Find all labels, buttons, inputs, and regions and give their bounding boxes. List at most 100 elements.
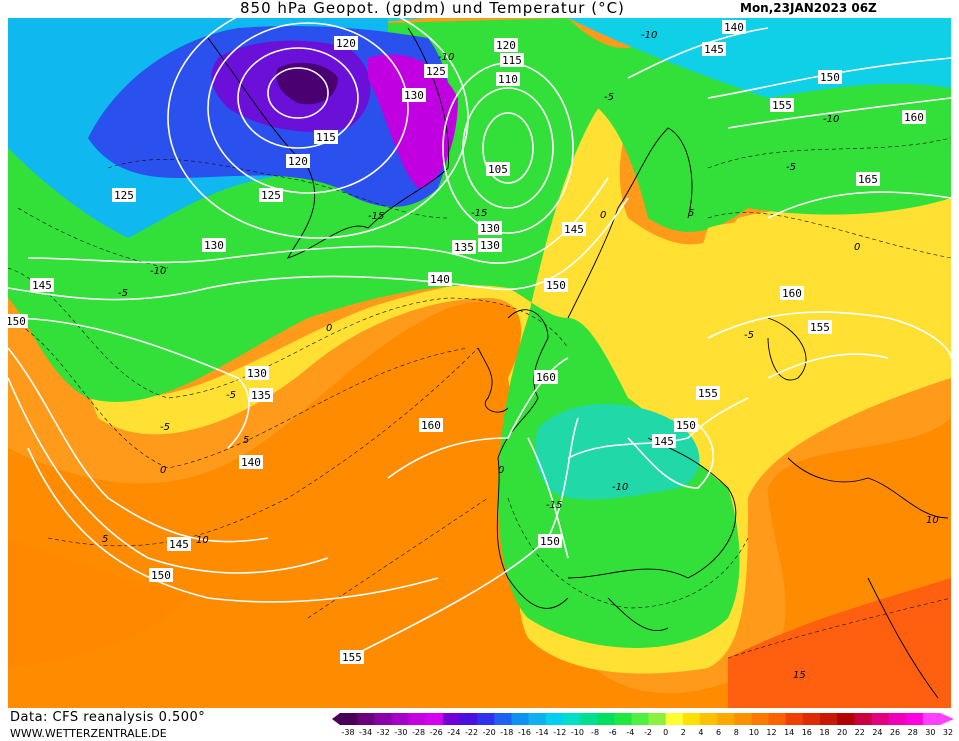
scale-tick-label: -38: [341, 728, 355, 737]
svg-text:130: 130: [204, 239, 224, 252]
svg-text:150: 150: [820, 71, 840, 84]
temp-label: -5: [744, 330, 754, 341]
scale-tick-label: -8: [591, 728, 600, 737]
svg-text:155: 155: [772, 99, 792, 112]
footer: Data: CFS reanalysis 0.500° WWW.WETTERZE…: [0, 708, 959, 741]
temp-label: -5: [118, 288, 128, 299]
geo-label: 120: [334, 36, 358, 50]
scale-tick-label: 2: [680, 728, 686, 737]
scale-swatch: [717, 713, 735, 725]
svg-text:160: 160: [421, 419, 441, 432]
map-canvas: 120 125 130 115 120 125 130 135 140 145 …: [8, 18, 951, 708]
scale-swatch: [511, 713, 530, 725]
geo-label: 125: [259, 188, 283, 202]
temp-label: -5: [786, 162, 796, 173]
weather-map: 120 125 130 115 120 125 130 135 140 145 …: [8, 18, 951, 708]
temp-label: 15: [793, 670, 806, 681]
scale-tick-label: 8: [733, 728, 739, 737]
geo-label: 155: [696, 386, 720, 400]
scale-tick-label: -26: [429, 728, 443, 737]
svg-text:140: 140: [430, 273, 450, 286]
temp-label: -10: [150, 266, 166, 277]
scale-tick-label: -10: [570, 728, 584, 737]
svg-text:135: 135: [454, 241, 474, 254]
temp-label: -15: [471, 208, 487, 219]
geo-label: 130: [478, 238, 502, 252]
geo-label: 105: [486, 162, 510, 176]
teal-region: [535, 404, 700, 500]
scale-tick-label: 10: [748, 728, 759, 737]
geo-label: 145: [652, 434, 676, 448]
scale-tick-label: -2: [644, 728, 652, 737]
svg-text:145: 145: [704, 43, 724, 56]
scale-tick-label: 22: [854, 728, 865, 737]
scale-swatch: [545, 713, 564, 725]
scale-swatch: [768, 713, 787, 725]
geo-label: 130: [402, 88, 426, 102]
scale-swatch: [854, 713, 872, 725]
svg-text:150: 150: [151, 569, 171, 582]
svg-text:145: 145: [654, 435, 674, 448]
svg-text:130: 130: [247, 367, 267, 380]
temp-label: 5: [688, 208, 694, 219]
scale-swatch: [477, 713, 495, 725]
scale-tick-label: 16: [801, 728, 812, 737]
geo-label: 145: [30, 278, 54, 292]
scale-tick-label: 0: [663, 728, 669, 737]
magenta-region: [368, 54, 458, 188]
geo-label: 130: [245, 366, 269, 380]
geo-label: 140: [239, 455, 263, 469]
geo-label: 115: [500, 53, 524, 67]
scale-swatch: [494, 713, 512, 725]
svg-text:150: 150: [540, 535, 560, 548]
svg-text:140: 140: [724, 21, 744, 34]
geo-label: 155: [770, 98, 794, 112]
geo-label: 135: [452, 240, 476, 254]
svg-text:150: 150: [676, 419, 696, 432]
temp-label: -5: [226, 390, 236, 401]
scale-tick-label: -16: [517, 728, 532, 737]
scale-swatch: [682, 713, 701, 725]
scale-swatch: [580, 713, 598, 725]
svg-text:145: 145: [32, 279, 52, 292]
geo-label: 165: [856, 172, 880, 186]
geo-label: 130: [202, 238, 226, 252]
scale-tick-label: -14: [535, 728, 549, 737]
scale-swatch: [837, 713, 855, 725]
scale-tick-label: -4: [626, 728, 635, 737]
geo-label: 125: [112, 188, 136, 202]
geo-label: 150: [149, 568, 173, 582]
svg-text:155: 155: [342, 651, 362, 664]
scale-tick-label: 26: [889, 728, 901, 737]
geo-label: 160: [902, 110, 926, 124]
scale-tick-label: -18: [500, 728, 514, 737]
svg-text:150: 150: [8, 315, 26, 328]
scale-tick-label: -20: [482, 728, 496, 737]
website-credit: WWW.WETTERZENTRALE.DE: [10, 727, 167, 740]
orange-region: [8, 301, 951, 708]
geo-label: 150: [818, 70, 842, 84]
svg-text:125: 125: [261, 189, 281, 202]
title-bar: 850 hPa Geopot. (gpdm) und Temperatur (°…: [0, 0, 959, 18]
temperature-labels: -10 -5 0 -15 -10 -5 0 5 -5 0 5 -5 -10 -1…: [102, 30, 939, 681]
geo-label: 160: [534, 370, 558, 384]
scale-swatch: [425, 713, 444, 725]
scale-swatch: [340, 713, 358, 725]
scale-tick-label: 14: [784, 728, 795, 737]
scale-tick-label: -34: [359, 728, 373, 737]
scale-swatch: [871, 713, 890, 725]
red-region: [728, 578, 951, 708]
scale-swatch: [597, 713, 615, 725]
scale-tick-label: 18: [819, 728, 830, 737]
scale-swatch: [734, 713, 752, 725]
temp-label: -10: [641, 30, 657, 41]
temp-label: -15: [368, 211, 384, 222]
scale-tick-label: -28: [412, 728, 426, 737]
geo-label: 145: [562, 222, 586, 236]
scale-tick-label: 12: [766, 728, 777, 737]
temp-label: -10: [823, 114, 839, 125]
geo-label: 140: [428, 272, 452, 286]
geo-label: 120: [286, 154, 310, 168]
purple-core: [276, 62, 338, 105]
scale-swatch: [648, 713, 667, 725]
